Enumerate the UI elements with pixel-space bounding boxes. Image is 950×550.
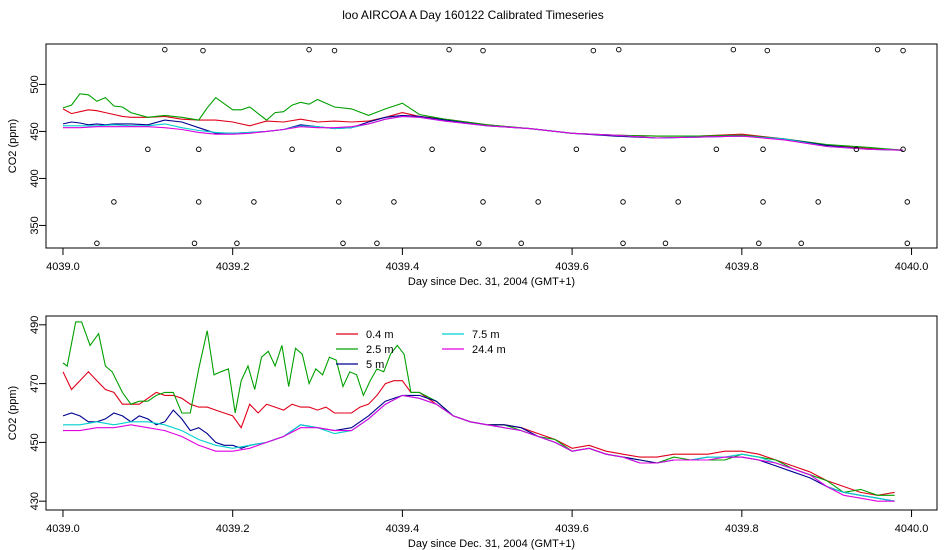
data-point [535,199,541,205]
data-point [760,199,766,205]
y-tick-label: 450 [29,122,41,140]
data-point [620,146,626,153]
data-point [853,146,860,153]
data-point [191,240,198,247]
panel-1: 4039.0 4039.2 4039.4 4039.6 4039.8 4040.0 Day … [7,43,938,288]
data-point [874,46,881,53]
data-point [730,46,737,53]
data-point [162,46,168,53]
y-tick-label: 450 [29,433,41,451]
x-tick-label: 4040.0 [895,523,929,535]
x-tick-label: 4039.8 [725,523,759,535]
plot-frame [45,43,938,249]
data-point [713,146,720,153]
data-point [480,146,486,153]
data-point [234,240,240,247]
y-tick-label: 500 [29,75,41,93]
data-point [662,240,669,247]
data-point [518,240,524,247]
y-tick-label: 350 [29,216,41,234]
data-point [306,46,312,53]
data-point [476,240,482,247]
data-point [446,46,452,53]
y-tick-label: 490 [29,316,41,334]
series-line-0-4-m [62,371,895,496]
data-point [620,199,626,205]
panel-2: 4039.0 4039.2 4039.4 4039.6 4039.8 4040.0 Day … [7,315,938,550]
series-line-5-m [62,394,895,502]
legend-label: 7.5 m [472,329,500,341]
x-tick-label: 4039.6 [555,261,589,273]
data-point [336,146,342,153]
data-point [94,240,100,247]
x-tick-label: 4039.2 [216,261,250,273]
data-point [340,240,346,247]
x-tick-label: 4039.0 [46,261,80,273]
series-line-2-5-m [62,93,904,151]
x-tick-label: 4039.0 [46,523,80,535]
data-point [374,240,380,247]
data-point [195,146,202,153]
x-tick-label: 4039.8 [725,261,759,273]
data-point [331,47,338,54]
data-point [480,199,486,205]
data-point [429,146,435,153]
data-point [616,46,622,53]
series-line-0-4-m [62,108,904,151]
data-point [200,47,206,54]
data-point [675,199,681,205]
series-line-24-4-m [63,115,904,151]
x-tick-label: 4039.4 [386,523,420,535]
y-axis-label: CO2 (ppm) [7,386,19,440]
x-tick-label: 4039.4 [386,261,420,273]
data-point [289,146,295,153]
data-point [900,47,906,54]
y-tick-label: 430 [29,492,41,510]
data-point [145,146,151,153]
legend-label: 0.4 m [366,329,394,341]
data-point [251,199,257,205]
data-point [756,240,762,247]
legend-label: 24.4 m [472,344,506,356]
series-line-7-5-m [63,394,895,502]
series-line-5-m [62,114,904,151]
x-tick-label: 4040.0 [895,261,929,273]
x-axis-label: Day since Dec. 31, 2004 (GMT+1) [408,276,575,288]
legend: 0.4 m 2.5 m 5 m 7.5 m 24.4 m [336,329,506,371]
x-axis-label: Day since Dec. 31, 2004 (GMT+1) [408,538,575,550]
data-point [480,47,486,54]
x-tick-label: 4039.2 [216,523,250,535]
data-point [900,146,906,153]
data-point [111,199,117,205]
legend-label: 2.5 m [366,344,394,356]
figure-title: loo AIRCOA A Day 160122 Calibrated Times… [342,8,603,22]
legend-label: 5 m [366,359,384,371]
data-point [904,199,911,205]
y-tick-label: 400 [29,169,41,187]
data-point [798,240,804,247]
data-point [391,199,397,205]
data-point [195,199,202,205]
data-point [336,199,342,205]
data-point [620,240,626,247]
data-point [590,47,597,54]
plot-frame [45,315,938,511]
y-tick-label: 470 [29,374,41,392]
y-axis-label: CO2 (ppm) [7,119,19,173]
data-point [573,146,580,153]
series-line-24-4-m [63,394,895,502]
series-line-7-5-m [63,115,904,151]
data-point [760,146,766,153]
series-line-2-5-m [62,321,895,496]
data-point [764,47,771,54]
data-point [904,240,911,247]
data-point [815,199,821,205]
x-tick-label: 4039.6 [555,523,589,535]
